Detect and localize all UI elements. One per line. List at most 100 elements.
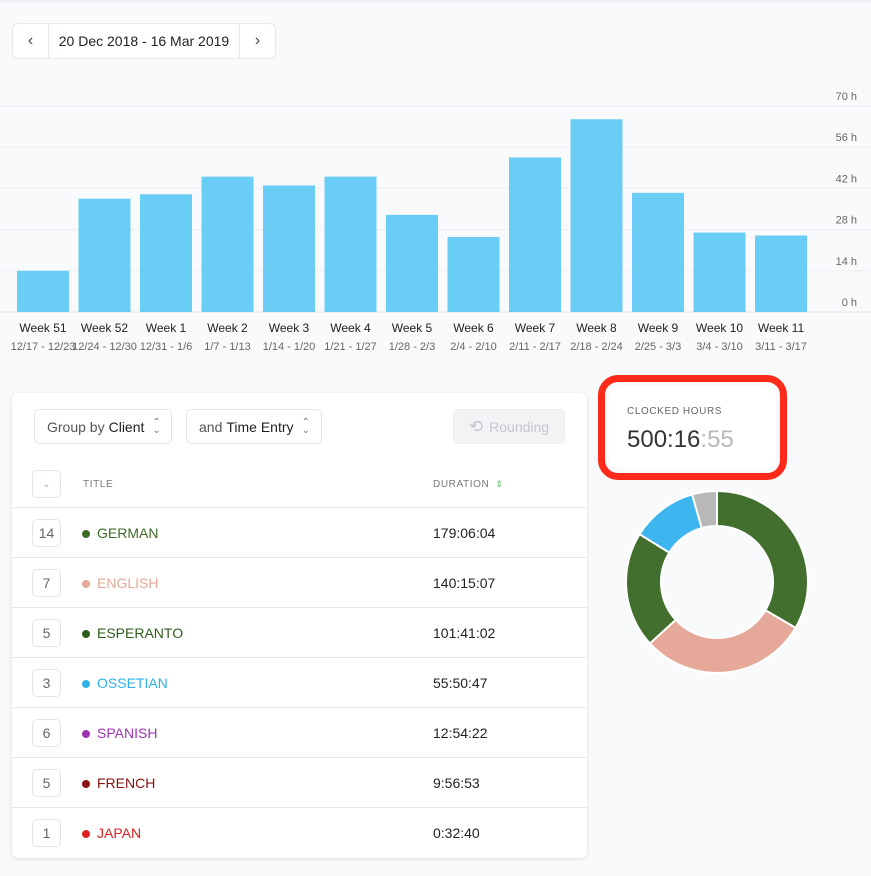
table-row[interactable]: 7 ENGLISH 140:15:07: [12, 558, 587, 608]
duration-header-label: DURATION: [433, 479, 490, 490]
client-color-dot: [82, 830, 90, 838]
row-count-badge[interactable]: 14: [32, 519, 61, 547]
column-header-duration[interactable]: DURATION ⇕: [433, 479, 503, 490]
x-tick-sublabel: 1/28 - 2/3: [389, 341, 435, 353]
x-tick-label: Week 8: [576, 321, 617, 335]
history-icon: ⟲: [468, 416, 484, 436]
bar[interactable]: [263, 185, 315, 312]
client-color-dot: [82, 680, 90, 688]
row-count-badge[interactable]: 7: [32, 569, 61, 597]
client-color-dot: [82, 630, 90, 638]
x-tick-sublabel: 12/17 - 12/23: [11, 341, 76, 353]
x-tick-label: Week 6: [453, 321, 494, 335]
rounding-label: Rounding: [489, 418, 550, 435]
x-tick-label: Week 10: [696, 321, 743, 335]
y-tick-label: 42 h: [836, 173, 857, 185]
row-count-badge[interactable]: 5: [32, 769, 61, 797]
x-tick-sublabel: 2/25 - 3/3: [635, 341, 681, 353]
row-duration: 0:32:40: [433, 825, 480, 841]
row-title: OSSETIAN: [97, 675, 168, 691]
x-tick-label: Week 4: [330, 321, 371, 335]
row-duration: 12:54:22: [433, 725, 488, 741]
row-title: FRENCH: [97, 775, 156, 791]
column-header-title[interactable]: TITLE: [83, 479, 114, 490]
bar[interactable]: [201, 176, 254, 312]
x-tick-sublabel: 3/11 - 3/17: [755, 341, 807, 353]
y-tick-label: 28 h: [836, 215, 857, 227]
y-tick-label: 56 h: [836, 132, 857, 144]
duration-donut-chart: [625, 490, 809, 674]
table-row[interactable]: 5 ESPERANTO 101:41:02: [12, 608, 587, 658]
chevron-right-icon: ›: [254, 32, 261, 49]
x-tick-label: Week 7: [515, 321, 556, 335]
table-row[interactable]: 1 JAPAN 0:32:40: [12, 808, 587, 858]
bar[interactable]: [324, 176, 377, 312]
bar[interactable]: [140, 194, 192, 312]
row-count-badge[interactable]: 3: [32, 669, 61, 697]
bar[interactable]: [570, 119, 623, 312]
clocked-hours-seconds: :55: [700, 426, 734, 453]
clocked-hours-panel: CLOCKED HOURS 500:16:55: [598, 375, 787, 480]
bar[interactable]: [632, 192, 684, 312]
bar[interactable]: [447, 236, 500, 312]
x-tick-label: Week 52: [81, 321, 128, 335]
client-color-dot: [82, 730, 90, 738]
bar[interactable]: [386, 214, 438, 312]
table-row[interactable]: 6 SPANISH 12:54:22: [12, 708, 587, 758]
row-duration: 55:50:47: [433, 675, 488, 691]
group-by-select[interactable]: Group by Client ⌃ ⌄: [34, 409, 172, 444]
row-duration: 179:06:04: [433, 525, 496, 541]
client-color-dot: [82, 580, 90, 588]
bar[interactable]: [78, 198, 131, 312]
report-table-card: Group by Client ⌃ ⌄ and Time Entry ⌃ ⌄ ⟲ R…: [12, 393, 587, 858]
donut-slice[interactable]: [690, 490, 718, 530]
row-title: GERMAN: [97, 525, 159, 541]
x-tick-sublabel: 2/4 - 2/10: [450, 341, 496, 353]
rounding-button[interactable]: ⟲ Rounding: [453, 409, 565, 444]
row-duration: 9:56:53: [433, 775, 480, 791]
group-by-value: Client: [108, 418, 145, 435]
donut-slice[interactable]: [648, 608, 797, 674]
y-tick-label: 0 h: [842, 297, 857, 309]
expand-all-toggle[interactable]: ⌄: [32, 470, 61, 498]
previous-period-button[interactable]: ‹: [13, 24, 49, 58]
x-tick-sublabel: 2/18 - 2/24: [570, 341, 623, 353]
chevron-down-icon: ⌄: [42, 478, 51, 490]
x-tick-sublabel: 3/4 - 3/10: [696, 341, 742, 353]
client-color-dot: [82, 530, 90, 538]
x-tick-label: Week 11: [758, 321, 805, 335]
bar[interactable]: [17, 270, 69, 312]
updown-chevron-icon: ⌃ ⌄: [301, 416, 310, 436]
clocked-hours-value: 500:16:55: [627, 426, 734, 454]
donut-slice[interactable]: [716, 490, 809, 630]
updown-chevron-icon: ⌃ ⌄: [152, 416, 161, 436]
top-divider: [0, 0, 871, 3]
bar[interactable]: [693, 232, 746, 312]
x-tick-sublabel: 12/24 - 12/30: [72, 341, 137, 353]
row-title: ENGLISH: [97, 575, 159, 591]
subgroup-prefix: and: [199, 418, 223, 435]
date-range-label[interactable]: 20 Dec 2018 - 16 Mar 2019: [58, 33, 230, 49]
x-tick-sublabel: 1/7 - 1/13: [204, 341, 250, 353]
y-tick-label: 14 h: [836, 256, 857, 268]
row-count-badge[interactable]: 5: [32, 619, 61, 647]
clocked-hours-label: CLOCKED HOURS: [627, 406, 723, 417]
client-color-dot: [82, 780, 90, 788]
clocked-hours-box: CLOCKED HOURS 500:16:55: [609, 386, 776, 469]
table-row[interactable]: 14 GERMAN 179:06:04: [12, 508, 587, 558]
chevron-left-icon: ‹: [27, 32, 34, 49]
group-by-prefix: Group by: [47, 418, 105, 435]
date-range-navigator: ‹ 20 Dec 2018 - 16 Mar 2019 ›: [12, 23, 276, 59]
next-period-button[interactable]: ›: [239, 24, 275, 58]
x-tick-label: Week 5: [392, 321, 433, 335]
row-title: JAPAN: [97, 825, 142, 841]
row-duration: 140:15:07: [433, 575, 496, 591]
table-row[interactable]: 3 OSSETIAN 55:50:47: [12, 658, 587, 708]
bar[interactable]: [755, 235, 807, 312]
bar[interactable]: [509, 157, 561, 313]
subgroup-select[interactable]: and Time Entry ⌃ ⌄: [186, 409, 322, 444]
row-count-badge[interactable]: 1: [32, 819, 61, 847]
row-count-badge[interactable]: 6: [32, 719, 61, 747]
table-row[interactable]: 5 FRENCH 9:56:53: [12, 758, 587, 808]
sort-icon: ⇕: [495, 479, 504, 489]
